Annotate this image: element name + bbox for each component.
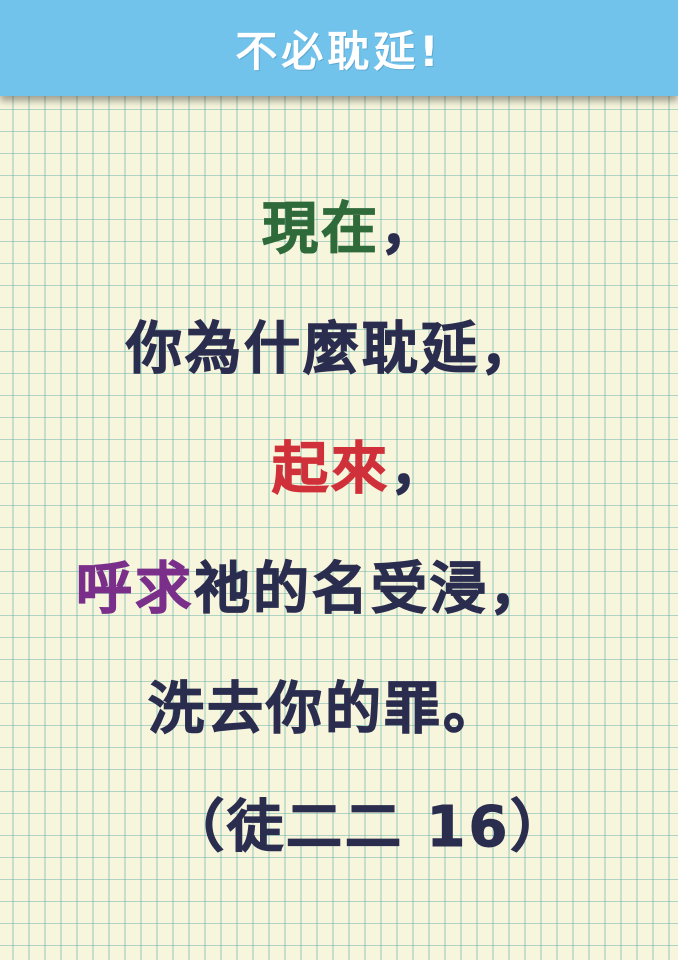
- verse-punct: ，: [380, 197, 439, 263]
- verse-text-segment: 你為什麼耽延: [126, 317, 480, 383]
- verse-text-segment: 祂的名受浸: [194, 557, 489, 623]
- verse-text-segment: 洗去你的罪: [148, 677, 443, 743]
- verse-punct: ，: [480, 317, 539, 383]
- verse-line-5: 洗去你的罪。: [148, 676, 502, 744]
- verse-highlight-now: 現在: [262, 197, 380, 263]
- verse-line-3: 起來，: [272, 436, 449, 504]
- verse-highlight-arise: 起來: [272, 437, 390, 503]
- header-bar: 不必耽延!: [0, 0, 678, 96]
- verse-highlight-call: 呼求: [76, 557, 194, 623]
- verse-line-4: 呼求祂的名受浸，: [76, 556, 548, 624]
- verse-reference: （徒二二 16）: [167, 794, 570, 862]
- verse-line-1: 現在，: [262, 196, 439, 264]
- verse-punct: ，: [390, 437, 449, 503]
- verse-reference-text: （徒二二 16）: [167, 795, 570, 861]
- verse-punct: 。: [443, 677, 502, 743]
- page-title: 不必耽延!: [235, 26, 443, 76]
- verse-line-2: 你為什麼耽延，: [126, 316, 539, 384]
- verse-punct: ，: [489, 557, 548, 623]
